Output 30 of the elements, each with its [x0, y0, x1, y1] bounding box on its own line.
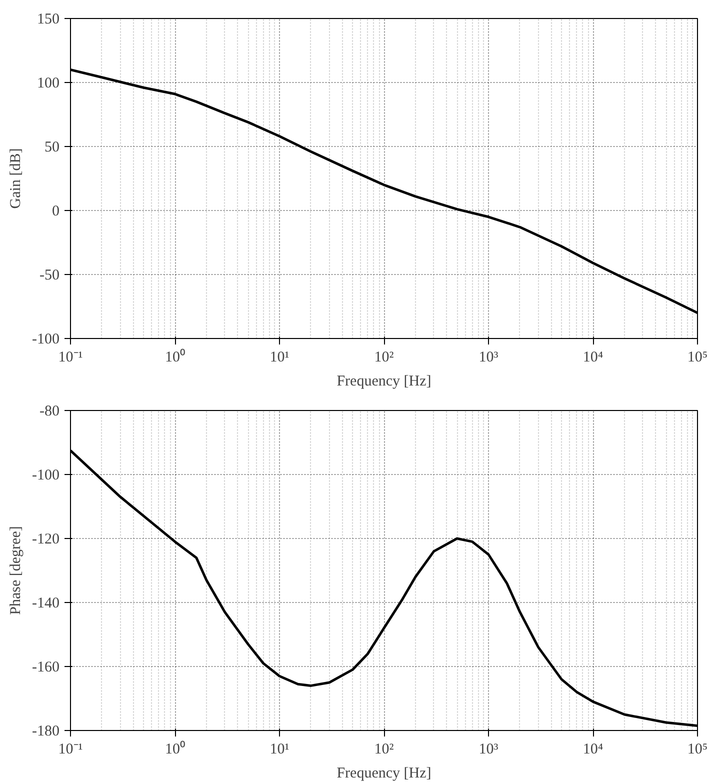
x-tick-label: 10⁴: [582, 742, 604, 758]
x-tick-label: 10³: [478, 350, 499, 366]
x-tick-label: 10⁴: [582, 350, 604, 366]
x-tick-label: 10⁻¹: [58, 350, 83, 366]
x-axis-title: Frequency [Hz]: [336, 374, 432, 390]
y-tick-label: 150: [37, 12, 60, 28]
y-tick-label: -120: [32, 532, 60, 548]
x-tick-label: 10⁵: [687, 350, 708, 366]
y-tick-label: -100: [32, 332, 60, 348]
x-tick-label: 10⁻¹: [58, 742, 83, 758]
x-tick-label: 10¹: [270, 350, 290, 366]
x-tick-label: 10⁵: [687, 742, 708, 758]
x-tick-label: 10⁰: [165, 348, 185, 366]
y-tick-label: -100: [32, 468, 60, 484]
y-tick-label: -50: [40, 268, 60, 284]
x-tick-label: 10¹: [270, 742, 290, 758]
y-tick-label: 100: [37, 76, 60, 92]
y-tick-label: -80: [40, 404, 60, 420]
x-tick-label: 10⁰: [165, 740, 185, 758]
y-tick-label: 0: [52, 204, 60, 220]
y-tick-label: -160: [32, 660, 60, 676]
x-tick-label: 10²: [374, 350, 394, 366]
x-axis-title: Frequency [Hz]: [336, 766, 432, 782]
y-tick-label: -140: [32, 596, 60, 612]
x-tick-label: 10²: [374, 742, 394, 758]
y-axis-title: Gain [dB]: [8, 148, 24, 209]
y-tick-label: 50: [44, 140, 60, 156]
y-axis-title: Phase [degree]: [8, 526, 24, 615]
x-tick-label: 10³: [478, 742, 499, 758]
y-tick-label: -180: [32, 724, 60, 740]
